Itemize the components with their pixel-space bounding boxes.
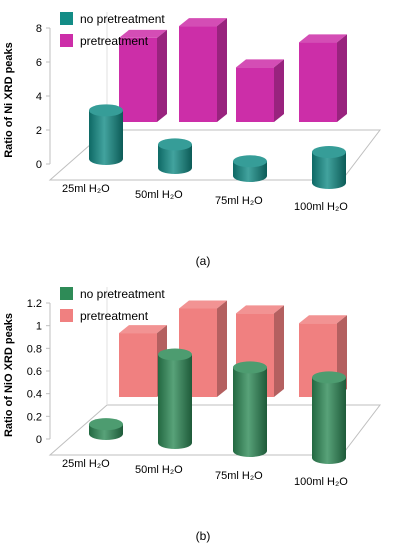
bar-no-pretreatment-top (233, 361, 267, 374)
panel-label: (a) (196, 254, 211, 268)
bar-pretreatment-front (179, 26, 217, 122)
x-category-label: 50ml H₂O (135, 464, 183, 476)
bar-pretreatment-side (274, 305, 284, 397)
bar-pretreatment-side (217, 18, 227, 122)
y-tick-label: 0.4 (27, 389, 42, 401)
bar-pretreatment-top (299, 315, 347, 324)
x-category-label: 25ml H₂O (62, 458, 110, 470)
bar-pretreatment-top (179, 300, 227, 309)
bar-pretreatment (119, 29, 167, 122)
bar-pretreatment-side (217, 300, 227, 397)
y-axis-title: Ratio of NiO XRD peaks (3, 313, 15, 437)
legend-swatch (60, 287, 73, 300)
bar-no-pretreatment (312, 146, 346, 189)
bar-no-pretreatment-body (89, 110, 123, 165)
legend-label: no pretreatment (80, 12, 165, 26)
bar-no-pretreatment (233, 155, 267, 182)
bar-pretreatment-top (299, 34, 347, 43)
panel-label: (b) (196, 529, 211, 543)
bar-pretreatment-side (274, 59, 284, 122)
y-tick-label: 0 (36, 434, 42, 446)
bar-no-pretreatment-body (312, 377, 346, 464)
y-axis-title: Ratio of Ni XRD peaks (3, 42, 15, 158)
y-tick-label: 6 (36, 57, 42, 69)
y-tick-label: 0.8 (27, 343, 42, 355)
bar-no-pretreatment-top (89, 104, 123, 117)
legend-label: pretreatment (80, 34, 149, 48)
bar-no-pretreatment (89, 104, 123, 165)
bar-no-pretreatment (158, 348, 192, 449)
x-category-label: 75ml H₂O (215, 470, 263, 482)
bar-pretreatment-top (236, 305, 284, 314)
bar-pretreatment-front (119, 37, 157, 122)
legend-label: no pretreatment (80, 287, 165, 301)
bar-pretreatment-side (337, 34, 347, 122)
bar-pretreatment-side (157, 29, 167, 122)
y-tick-label: 0.6 (27, 366, 42, 378)
chart-b-svg: 0 0.2 0.4 0.6 0.8 1 1.2 Ratio of NiO XRD peaks 2… (3, 287, 382, 543)
x-category-label: 100ml H₂O (294, 201, 348, 213)
legend-swatch (60, 309, 73, 322)
bar-pretreatment-top (119, 325, 167, 334)
bar-pretreatment-front (236, 67, 274, 122)
bar-no-pretreatment-top (233, 155, 267, 168)
bar-no-pretreatment (89, 418, 123, 440)
bar-pretreatment (236, 59, 284, 122)
x-category-label: 25ml H₂O (62, 183, 110, 195)
y-tick-label: 8 (36, 23, 42, 35)
chart-panel-b: 0 0.2 0.4 0.6 0.8 1 1.2 Ratio of NiO XRD peaks 2… (0, 275, 406, 550)
bar-pretreatment (179, 18, 227, 122)
bar-no-pretreatment-top (89, 418, 123, 431)
legend-swatch (60, 12, 73, 25)
bar-no-pretreatment-body (158, 144, 192, 174)
bar-pretreatment-front (119, 333, 157, 397)
bar-pretreatment-top (119, 29, 167, 38)
x-category-label: 75ml H₂O (215, 195, 263, 207)
chart-a-svg: 0 2 4 6 8 Ratio of Ni XRD peaks 25ml H₂O 50ml H… (3, 12, 382, 268)
bar-no-pretreatment (233, 361, 267, 457)
bar-no-pretreatment (158, 138, 192, 174)
bar-pretreatment (299, 34, 347, 122)
bar-no-pretreatment-body (158, 354, 192, 449)
legend-label: pretreatment (80, 309, 149, 323)
y-tick-label: 0.2 (27, 411, 42, 423)
bar-pretreatment-top (236, 59, 284, 68)
bar-no-pretreatment-top (158, 138, 192, 151)
bar-no-pretreatment (312, 371, 346, 464)
y-tick-label: 0 (36, 159, 42, 171)
chart-panel-a: 0 2 4 6 8 Ratio of Ni XRD peaks 25ml H₂O 50ml H… (0, 0, 406, 275)
x-category-label: 50ml H₂O (135, 189, 183, 201)
bar-no-pretreatment-top (312, 146, 346, 159)
bar-no-pretreatment-top (158, 348, 192, 361)
bar-no-pretreatment-body (233, 367, 267, 457)
y-tick-label: 1.2 (27, 298, 42, 310)
y-tick-label: 4 (36, 91, 42, 103)
bar-pretreatment-front (299, 42, 337, 122)
bar-no-pretreatment-body (312, 152, 346, 189)
bar-pretreatment-top (179, 18, 227, 27)
x-category-label: 100ml H₂O (294, 476, 348, 488)
y-tick-label: 2 (36, 125, 42, 137)
y-tick-label: 1 (36, 321, 42, 333)
bar-no-pretreatment-top (312, 371, 346, 384)
legend-swatch (60, 34, 73, 47)
